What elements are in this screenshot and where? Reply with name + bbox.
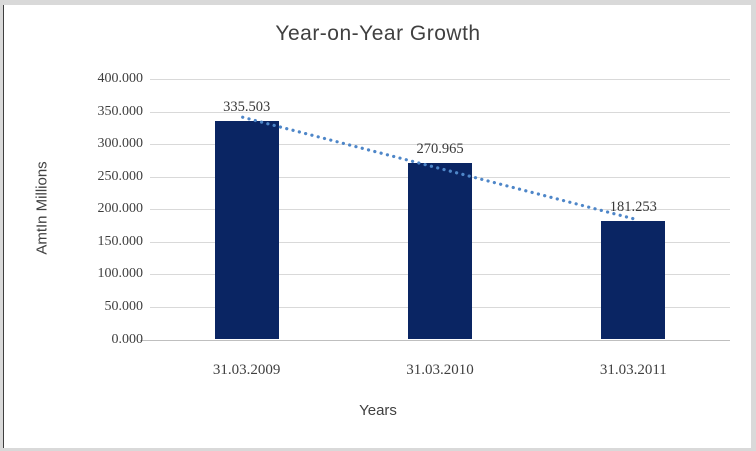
- bar: [408, 163, 472, 340]
- chart-title: Year-on-Year Growth: [275, 22, 481, 45]
- y-tick-label: 300.000: [97, 136, 144, 152]
- x-axis-title: Years: [359, 402, 397, 419]
- y-tick-label: 200.000: [97, 201, 144, 217]
- bar-value-label: 270.965: [416, 141, 464, 158]
- gridline: [150, 79, 730, 80]
- x-tick-label: 31.03.2009: [212, 362, 281, 378]
- bar: [214, 121, 279, 340]
- bar: [601, 221, 666, 340]
- y-axis-title: AmtIn Millions: [33, 161, 51, 255]
- y-tick-label: 250.000: [97, 168, 144, 184]
- bar-value-label: 335.503: [223, 99, 271, 115]
- y-tick-label: 400.000: [97, 71, 144, 86]
- y-tick-label: 100.000: [97, 266, 144, 282]
- x-tick-label: 31.03.2010: [406, 362, 474, 378]
- y-tick-label: 50.000: [104, 298, 144, 314]
- x-axis-line: [140, 339, 730, 341]
- x-tick-label: 31.03.2011: [599, 362, 667, 378]
- bar-value-label: 181.253: [609, 199, 657, 216]
- gridline: [150, 111, 730, 113]
- y-tick-label: 150.000: [97, 233, 144, 249]
- y-tick-label: 350.000: [97, 103, 144, 119]
- y-tick-label: 0.000: [111, 331, 144, 347]
